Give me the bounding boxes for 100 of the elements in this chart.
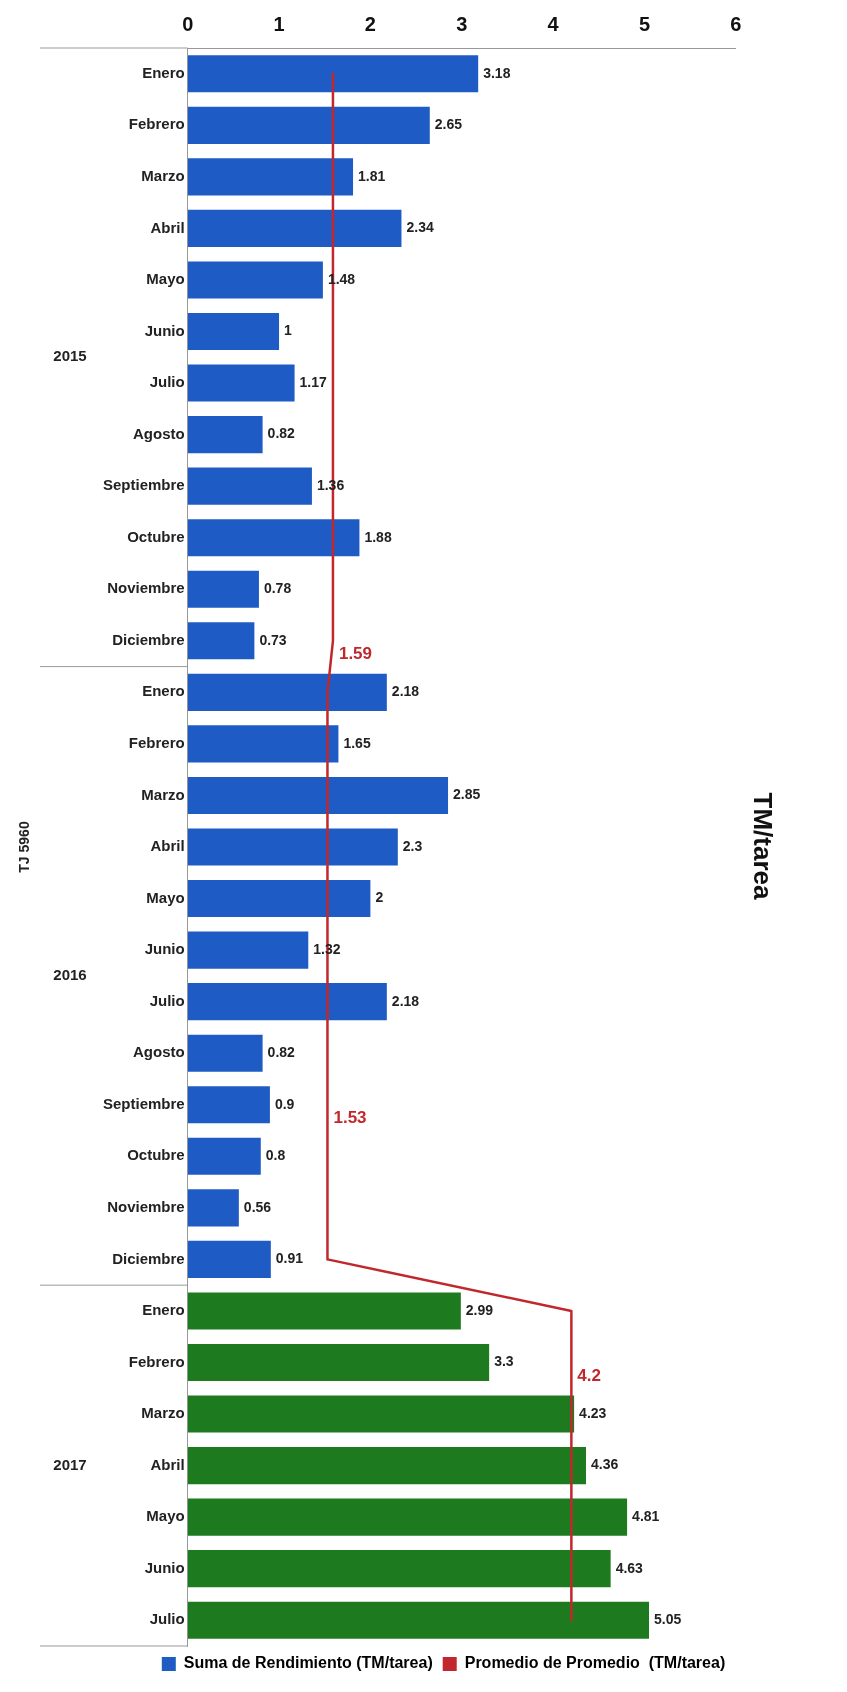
bar xyxy=(187,983,387,1021)
bar xyxy=(187,776,449,815)
text: TM/tarea xyxy=(748,792,779,900)
data-label: 1.17 xyxy=(299,373,328,390)
bar xyxy=(187,1292,461,1330)
data-label: 0.82 xyxy=(267,1044,296,1061)
data-label: 2 xyxy=(375,889,384,906)
y-tick-label: Julio xyxy=(149,373,185,391)
data-label: 2.65 xyxy=(434,116,463,133)
text: 2015 xyxy=(53,347,87,365)
data-label: 4.63 xyxy=(615,1559,644,1576)
bar xyxy=(187,879,371,918)
y-tick-label: Febrero xyxy=(128,1352,185,1370)
y-tick-label: Agosto xyxy=(133,1043,185,1061)
data-label: 1.81 xyxy=(358,167,386,184)
bar xyxy=(187,1086,270,1124)
y-tick-label: Junio xyxy=(144,1558,185,1576)
y-tick-label: Junio xyxy=(144,940,185,958)
bar xyxy=(187,55,479,93)
data-label: 2.18 xyxy=(391,992,420,1009)
bar xyxy=(187,1601,650,1639)
bar xyxy=(187,519,360,557)
data-label: 0.91 xyxy=(275,1250,304,1267)
y-tick-label: Abril xyxy=(150,1455,185,1473)
data-label: 0.9 xyxy=(274,1095,295,1112)
x-tick-label: 5 xyxy=(638,12,651,35)
data-label: 0.73 xyxy=(259,631,287,648)
bar xyxy=(187,467,312,505)
y-tick-label: Mayo xyxy=(146,270,185,288)
bar xyxy=(187,1550,611,1588)
data-label: 0.56 xyxy=(243,1198,272,1215)
data-label: 0.78 xyxy=(263,580,292,597)
x-tick-label: 3 xyxy=(456,12,468,35)
legend-label: Suma de Rendimiento (TM/tarea) xyxy=(183,1654,433,1672)
data-label: 0.82 xyxy=(267,425,296,442)
bar xyxy=(187,673,387,711)
data-label: 2.99 xyxy=(465,1301,494,1318)
y-tick-label: Agosto xyxy=(133,424,185,442)
y-tick-label: Septiembre xyxy=(102,1094,185,1112)
bar xyxy=(187,1498,628,1536)
data-label: 4.2 xyxy=(577,1366,602,1386)
y-tick-label: Junio xyxy=(144,321,185,339)
bar xyxy=(187,158,354,196)
bar xyxy=(187,570,259,608)
data-label: 0.8 xyxy=(265,1147,286,1164)
bar xyxy=(187,1034,263,1072)
y-tick-label: Noviembre xyxy=(107,1197,185,1215)
bar xyxy=(187,622,255,660)
y-tick-label: Enero xyxy=(142,682,185,700)
y-tick-label: Julio xyxy=(149,1610,185,1628)
bar xyxy=(187,725,339,763)
text: 2016 xyxy=(53,966,87,984)
bar xyxy=(187,931,309,969)
y-tick-label: Mayo xyxy=(146,888,185,906)
data-label: 2.3 xyxy=(402,837,423,854)
y-tick-label: Octubre xyxy=(127,527,185,545)
y-tick-label: Marzo xyxy=(141,785,185,803)
y-tick-label: Noviembre xyxy=(107,579,185,597)
y-tick-label: Diciembre xyxy=(112,630,185,648)
bar xyxy=(187,1447,586,1485)
y-tick-label: Diciembre xyxy=(112,1249,185,1267)
bar xyxy=(187,1240,271,1278)
data-label: 4.81 xyxy=(632,1507,660,1524)
x-tick-label: 1 xyxy=(273,12,285,35)
data-label: 5.05 xyxy=(654,1611,682,1628)
data-label: 2.85 xyxy=(453,786,481,803)
bar xyxy=(187,1189,239,1227)
bar xyxy=(187,1137,261,1175)
bar xyxy=(187,209,402,247)
y-tick-label: Abril xyxy=(150,837,185,855)
bar xyxy=(187,312,280,351)
data-label: 1.53 xyxy=(333,1108,367,1128)
text: 2017 xyxy=(53,1455,87,1473)
data-label: 4.36 xyxy=(590,1456,619,1473)
y-tick-label: Marzo xyxy=(141,1404,185,1422)
y-tick-label: Enero xyxy=(142,1301,185,1319)
data-label: 2.18 xyxy=(391,683,420,700)
y-tick-label: Abril xyxy=(150,218,185,236)
data-label: 1 xyxy=(284,322,293,339)
y-tick-label: Octubre xyxy=(127,1146,185,1164)
bar xyxy=(187,1343,490,1382)
y-tick-label: Mayo xyxy=(146,1507,185,1525)
data-label: 1.59 xyxy=(338,644,373,664)
y-tick-label: Septiembre xyxy=(102,476,185,494)
y-tick-label: Febrero xyxy=(128,734,185,752)
bar xyxy=(187,416,263,454)
y-tick-label: Marzo xyxy=(141,167,185,185)
bar xyxy=(187,828,398,866)
x-tick-label: 6 xyxy=(730,12,742,35)
bar xyxy=(187,261,323,299)
y-tick-label: Enero xyxy=(142,63,185,81)
data-label: 2.34 xyxy=(406,219,434,236)
text: TJ 5960 xyxy=(15,821,32,873)
x-tick-label: 0 xyxy=(182,12,194,35)
data-label: 4.23 xyxy=(579,1404,607,1421)
x-tick-label: 4 xyxy=(547,12,560,35)
bar xyxy=(187,106,430,144)
y-tick-label: Julio xyxy=(149,991,185,1009)
legend-label: Promedio de Promedio (TM/tarea) xyxy=(464,1654,726,1672)
y-tick-label: Febrero xyxy=(128,115,185,133)
